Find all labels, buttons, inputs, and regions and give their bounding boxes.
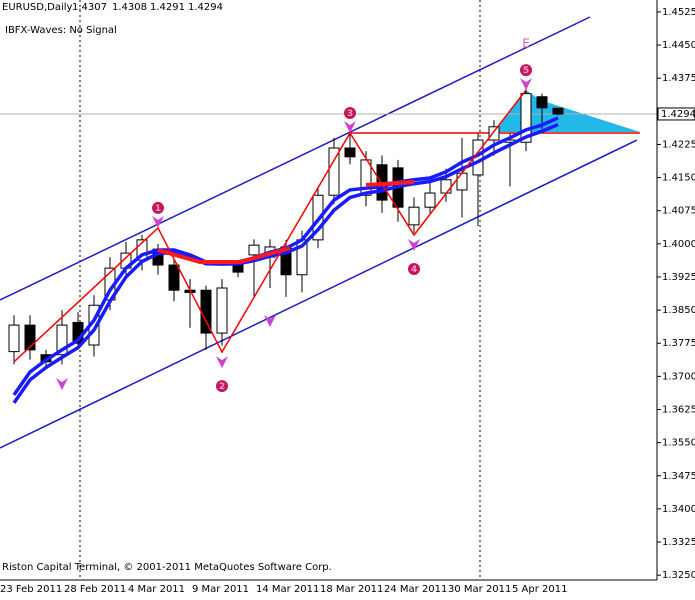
- candle-body: [168, 264, 180, 291]
- y-tick-label: 1.3625: [662, 404, 695, 415]
- wave-label: 3: [347, 109, 353, 119]
- y-tick-label: 1.3700: [662, 371, 695, 382]
- wave-arrow: [216, 356, 228, 369]
- ohlc-low: 1.4291: [150, 2, 185, 13]
- candle-body: [232, 264, 244, 273]
- ohlc-open: 1.4307: [72, 2, 107, 13]
- x-tick-label: 23 Feb 2011: [0, 584, 62, 595]
- y-tick-label: 1.4225: [662, 139, 695, 150]
- wave-arrow: [152, 215, 164, 228]
- x-tick-label: 14 Mar 2011: [256, 584, 319, 595]
- candle-body: [360, 159, 372, 196]
- candle-body: [408, 206, 420, 226]
- channel-lower: [0, 139, 638, 449]
- candle-body: [328, 147, 340, 196]
- signal-arrow: [264, 315, 276, 327]
- wave-label: 2: [219, 382, 225, 392]
- candle-body: [8, 324, 20, 353]
- ohlc-close: 1.4294: [188, 2, 223, 13]
- y-tick-label: 1.3400: [662, 504, 695, 515]
- y-tick-label: 1.3850: [662, 305, 695, 316]
- wave-badge: [520, 64, 532, 77]
- ma-flat-segment: [365, 180, 415, 187]
- ma-flat-segment: [157, 246, 291, 264]
- wave-arrow: [344, 120, 356, 133]
- y-tick-label: 1.4150: [662, 173, 695, 184]
- candle-body: [456, 172, 468, 191]
- y-tick-label: 1.3475: [662, 471, 695, 482]
- y-tick-label: 1.4000: [662, 239, 695, 250]
- y-tick-label: 1.3925: [662, 272, 695, 283]
- candle-body: [24, 324, 36, 351]
- candle-body: [248, 244, 260, 256]
- ohlc-high: 1.4308: [112, 2, 147, 13]
- y-tick-label: 1.4450: [662, 40, 695, 51]
- wave-label: 1: [155, 204, 161, 214]
- x-tick-label: 5 Apr 2011: [512, 584, 567, 595]
- y-tick-label: 1.3775: [662, 338, 695, 349]
- candle-body: [488, 126, 500, 141]
- candle-body: [56, 324, 68, 356]
- candle-body: [520, 93, 532, 143]
- y-tick-label: 1.4075: [662, 206, 695, 217]
- marks: [0, 85, 657, 404]
- candle-body: [536, 96, 548, 109]
- x-tick-label: 9 Mar 2011: [192, 584, 249, 595]
- wave-arrow: [520, 78, 532, 91]
- candle-body: [216, 287, 228, 334]
- price-label-box: [657, 107, 695, 121]
- x-tick-label: 28 Feb 2011: [64, 584, 126, 595]
- x-tick-label: 18 Mar 2011: [320, 584, 383, 595]
- candle-body: [552, 107, 564, 115]
- y-tick-label: 1.4375: [662, 73, 695, 84]
- wave-badge: [152, 201, 164, 214]
- y-tick-label: 1.4525: [662, 7, 695, 18]
- candle-body: [344, 147, 356, 158]
- wave-end-label: E: [522, 37, 530, 51]
- footer: Riston Capital Terminal, © 2001-2011 Met…: [2, 562, 332, 573]
- wave-label: 5: [523, 66, 529, 76]
- wave-label: 4: [411, 265, 417, 275]
- channel-upper: [0, 16, 591, 301]
- candle-body: [440, 179, 452, 194]
- price-label: 1.4294: [661, 109, 695, 120]
- indicator-status: IBFX-Waves: No Signal: [5, 25, 117, 36]
- y-tick-label: 1.3250: [662, 570, 695, 581]
- chart-title: EURUSD,Daily: [2, 2, 73, 13]
- wave-badge: [408, 263, 420, 276]
- y-tick-label: 1.3325: [662, 537, 695, 548]
- wave-badge: [216, 380, 228, 393]
- wave-zigzag: [13, 89, 527, 363]
- x-tick-label: 4 Mar 2011: [128, 584, 185, 595]
- x-tick-label: 24 Mar 2011: [384, 584, 447, 595]
- wave-badge: [344, 106, 356, 119]
- y-tick-label: 1.3550: [662, 438, 695, 449]
- wave-arrow: [408, 239, 420, 252]
- signal-arrow: [56, 378, 68, 390]
- candle-body: [424, 192, 436, 208]
- x-tick-label: 30 Mar 2011: [448, 584, 511, 595]
